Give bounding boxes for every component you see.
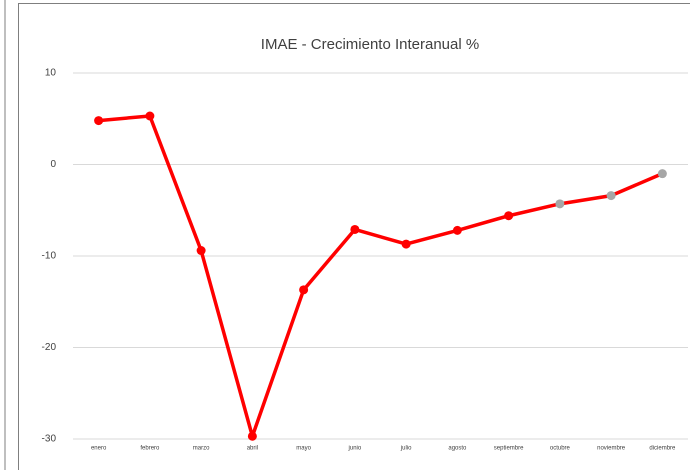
data-point	[401, 239, 411, 249]
y-tick-label: -10	[42, 251, 57, 262]
data-point	[145, 111, 155, 121]
data-line	[98, 114, 664, 439]
data-point	[299, 285, 309, 295]
data-point	[247, 431, 257, 441]
data-point	[555, 199, 565, 209]
x-tick-label: noviembre	[597, 446, 626, 452]
data-point	[196, 246, 206, 256]
x-tick-label: mayo	[296, 446, 311, 452]
y-tick-label: -20	[42, 342, 57, 353]
x-tick-label: junio	[348, 446, 362, 452]
data-point	[657, 169, 667, 179]
chart-title: IMAE - Crecimiento Interanual %	[261, 36, 479, 53]
data-point	[94, 116, 104, 126]
data-point	[350, 224, 360, 234]
x-tick-label: enero	[91, 446, 107, 452]
x-tick-label: diciembre	[649, 446, 676, 452]
y-tick-label: -30	[42, 434, 57, 445]
x-tick-label: febrero	[140, 446, 160, 452]
x-tick-label: abril	[247, 446, 258, 452]
x-tick-label: agosto	[448, 446, 467, 452]
y-tick-label: 10	[45, 68, 57, 79]
y-tick-label: 0	[50, 159, 56, 170]
chart-frame	[18, 3, 690, 470]
data-point	[504, 211, 514, 221]
data-point	[452, 225, 462, 235]
x-tick-label: octubre	[550, 446, 571, 452]
x-tick-label: julio	[400, 446, 412, 452]
data-point	[606, 191, 616, 201]
x-tick-label: marzo	[193, 446, 210, 452]
x-tick-label: septiembre	[494, 446, 524, 452]
